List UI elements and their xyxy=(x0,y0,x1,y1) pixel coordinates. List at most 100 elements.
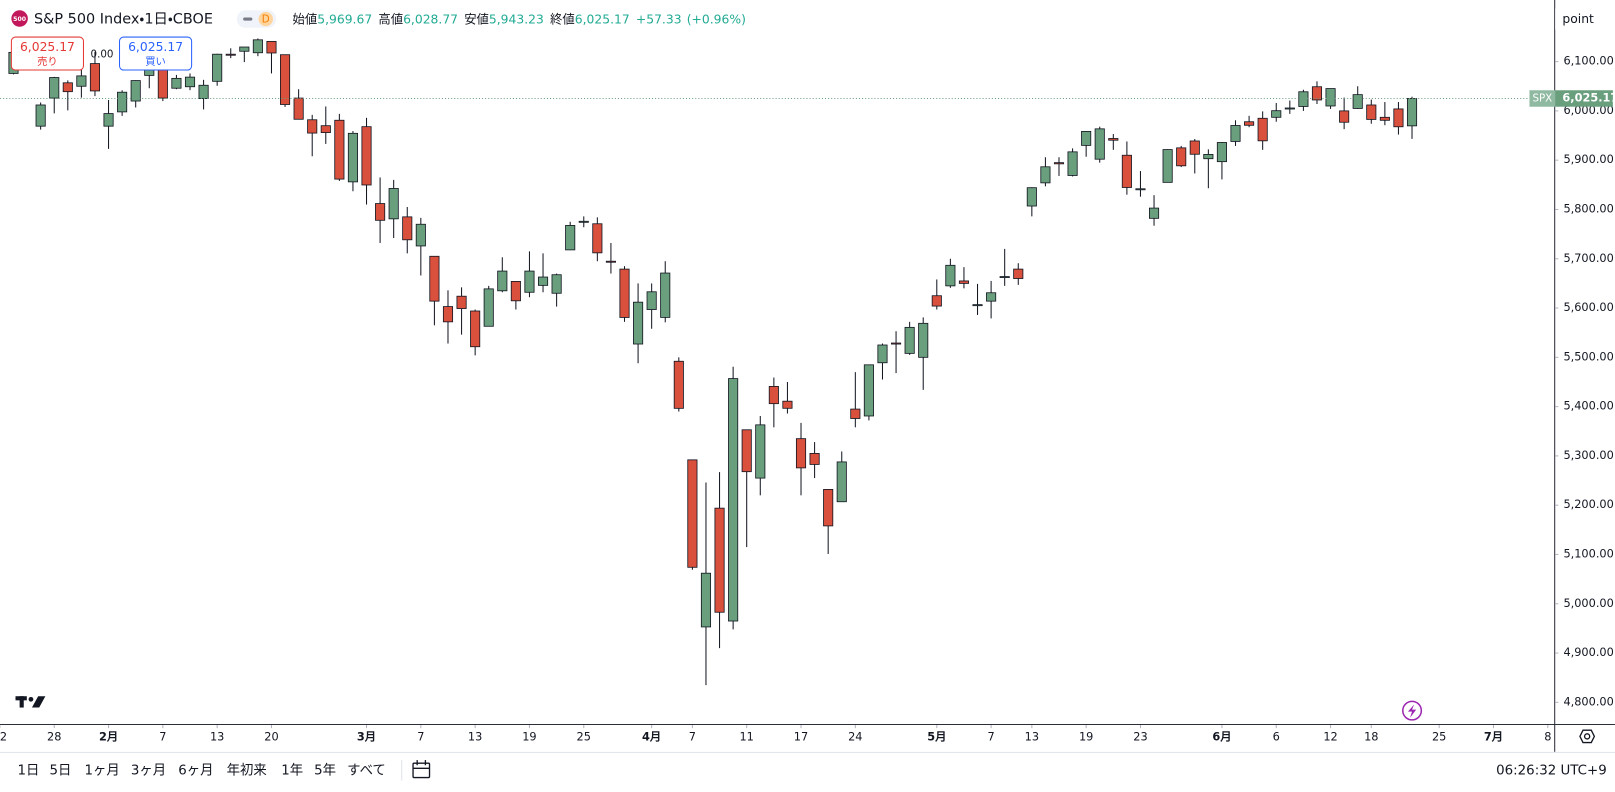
range-button[interactable]: 1ヶ月 xyxy=(85,763,120,778)
settings-icon[interactable] xyxy=(1579,729,1596,744)
range-button[interactable]: 3ヶ月 xyxy=(131,763,166,778)
sell-button[interactable] xyxy=(10,36,84,71)
y-tick-label: 5,900.00 xyxy=(1563,152,1613,166)
candle-body xyxy=(510,281,521,302)
candle-body xyxy=(483,288,494,327)
lightning-icon[interactable] xyxy=(1402,700,1423,721)
x-tick-label: 23 xyxy=(1133,729,1147,743)
ohlc-value: 6,028.77 xyxy=(403,12,458,26)
y-tick-label: 5,700.00 xyxy=(1563,251,1613,265)
candle-body xyxy=(1053,162,1065,165)
candle-body xyxy=(293,97,304,120)
scale-button-text[interactable]: point xyxy=(1562,12,1594,26)
candle-body xyxy=(863,364,874,417)
x-tick-label: 12 xyxy=(1323,729,1337,743)
candle-body xyxy=(646,291,657,310)
x-tick-label: 3月 xyxy=(357,729,376,743)
symbol-tag-text: SPX xyxy=(1532,92,1552,104)
candle-body xyxy=(1339,110,1350,123)
x-tick-label: 11 xyxy=(739,729,753,743)
range-button[interactable]: 年初来 xyxy=(227,762,267,778)
sell-price[interactable]: 6,025.17 xyxy=(20,40,75,54)
clock[interactable]: 06:26:32 UTC+9 xyxy=(1496,763,1607,778)
x-tick-label: 13 xyxy=(1025,729,1039,743)
spread: 0.00 xyxy=(91,49,114,61)
candle-body xyxy=(1298,91,1309,107)
candle-body xyxy=(1366,104,1377,120)
chart-title[interactable]: S&P 500 Index・1日・CBOE xyxy=(34,12,213,28)
candle-body xyxy=(714,507,725,613)
x-tick-label: 8 xyxy=(1544,729,1551,743)
icon-shape xyxy=(1407,704,1417,718)
candle-body xyxy=(768,385,779,405)
x-tick-label: 7 xyxy=(417,729,424,743)
plot xyxy=(0,38,1555,686)
candle-body xyxy=(470,310,481,348)
candle-body xyxy=(1094,128,1105,160)
buy-label[interactable]: 買い xyxy=(145,56,166,68)
ohlc-label: 始値 xyxy=(293,11,318,26)
x-tick-label: 24 xyxy=(848,729,862,743)
candle-body xyxy=(266,40,277,54)
scale-button[interactable] xyxy=(1555,5,1609,33)
buy-button[interactable] xyxy=(119,36,193,71)
candle-body xyxy=(999,276,1010,278)
candle-body xyxy=(687,459,698,568)
candle-body xyxy=(49,77,60,99)
y-tick-label: 5,100.00 xyxy=(1563,546,1613,560)
candle-body xyxy=(850,408,861,419)
candle-body xyxy=(402,216,413,241)
candle-body xyxy=(1108,138,1119,141)
y-tick-label: 5,300.00 xyxy=(1563,448,1613,462)
change: +57.33 xyxy=(636,12,682,26)
x-tick-label: 18 xyxy=(1364,729,1378,743)
ohlc-label: 終値 xyxy=(550,11,575,26)
candle-body xyxy=(361,126,372,186)
candle-body xyxy=(972,304,983,307)
candle-body xyxy=(89,63,101,92)
x-tick-label: 20 xyxy=(264,729,278,743)
candle-body xyxy=(456,295,467,309)
candle-body xyxy=(103,113,114,127)
candle-body xyxy=(877,344,888,364)
candle-body xyxy=(144,69,155,76)
icon-shape xyxy=(1579,729,1596,744)
range-button[interactable]: 6ヶ月 xyxy=(178,763,213,778)
x-tick-label: 19 xyxy=(522,729,536,743)
buy-price[interactable]: 6,025.17 xyxy=(128,40,183,54)
candle-body xyxy=(1081,130,1092,146)
candle-body xyxy=(1257,117,1268,142)
date-range-icon[interactable] xyxy=(412,760,431,779)
candle-body xyxy=(945,264,956,287)
range-button[interactable]: すべて xyxy=(347,762,386,778)
y-tick-label: 4,800.00 xyxy=(1563,694,1613,708)
candle-body xyxy=(931,295,942,307)
candle-body xyxy=(212,53,223,82)
candle-body xyxy=(62,82,73,93)
candle-body xyxy=(619,268,630,318)
candle-body xyxy=(904,326,915,354)
tradingview-logo[interactable] xyxy=(15,696,46,708)
range-button[interactable]: 1年 xyxy=(281,762,303,778)
x-tick-label: 6月 xyxy=(1212,729,1231,743)
range-button[interactable]: 5日 xyxy=(49,763,71,778)
candle-body xyxy=(171,77,182,89)
candle-body xyxy=(117,91,128,113)
x-axis: 22 28 2月 7 13 20 3月 7 13 19 25 4月 7 11 17 24 5月 7 13 19 23 6月… xyxy=(0,725,1551,743)
sell-label[interactable]: 売り xyxy=(37,55,58,68)
candle-body xyxy=(429,255,440,302)
y-tick-label: 5,000.00 xyxy=(1563,596,1613,610)
candle-body xyxy=(1271,110,1282,118)
candle-body xyxy=(537,276,549,286)
candle-body xyxy=(1216,142,1227,163)
icon-shape xyxy=(412,762,431,779)
range-button[interactable]: 1日 xyxy=(18,763,40,778)
range-button[interactable]: 5年 xyxy=(314,762,336,778)
candle-body xyxy=(1230,125,1241,142)
x-tick-label: 22 xyxy=(0,729,7,743)
y-tick-label: 5,400.00 xyxy=(1563,399,1613,413)
candle-body xyxy=(1203,154,1214,160)
candle-body xyxy=(1393,108,1404,128)
logo-text: 500 xyxy=(13,16,26,23)
candle-body xyxy=(225,53,236,56)
